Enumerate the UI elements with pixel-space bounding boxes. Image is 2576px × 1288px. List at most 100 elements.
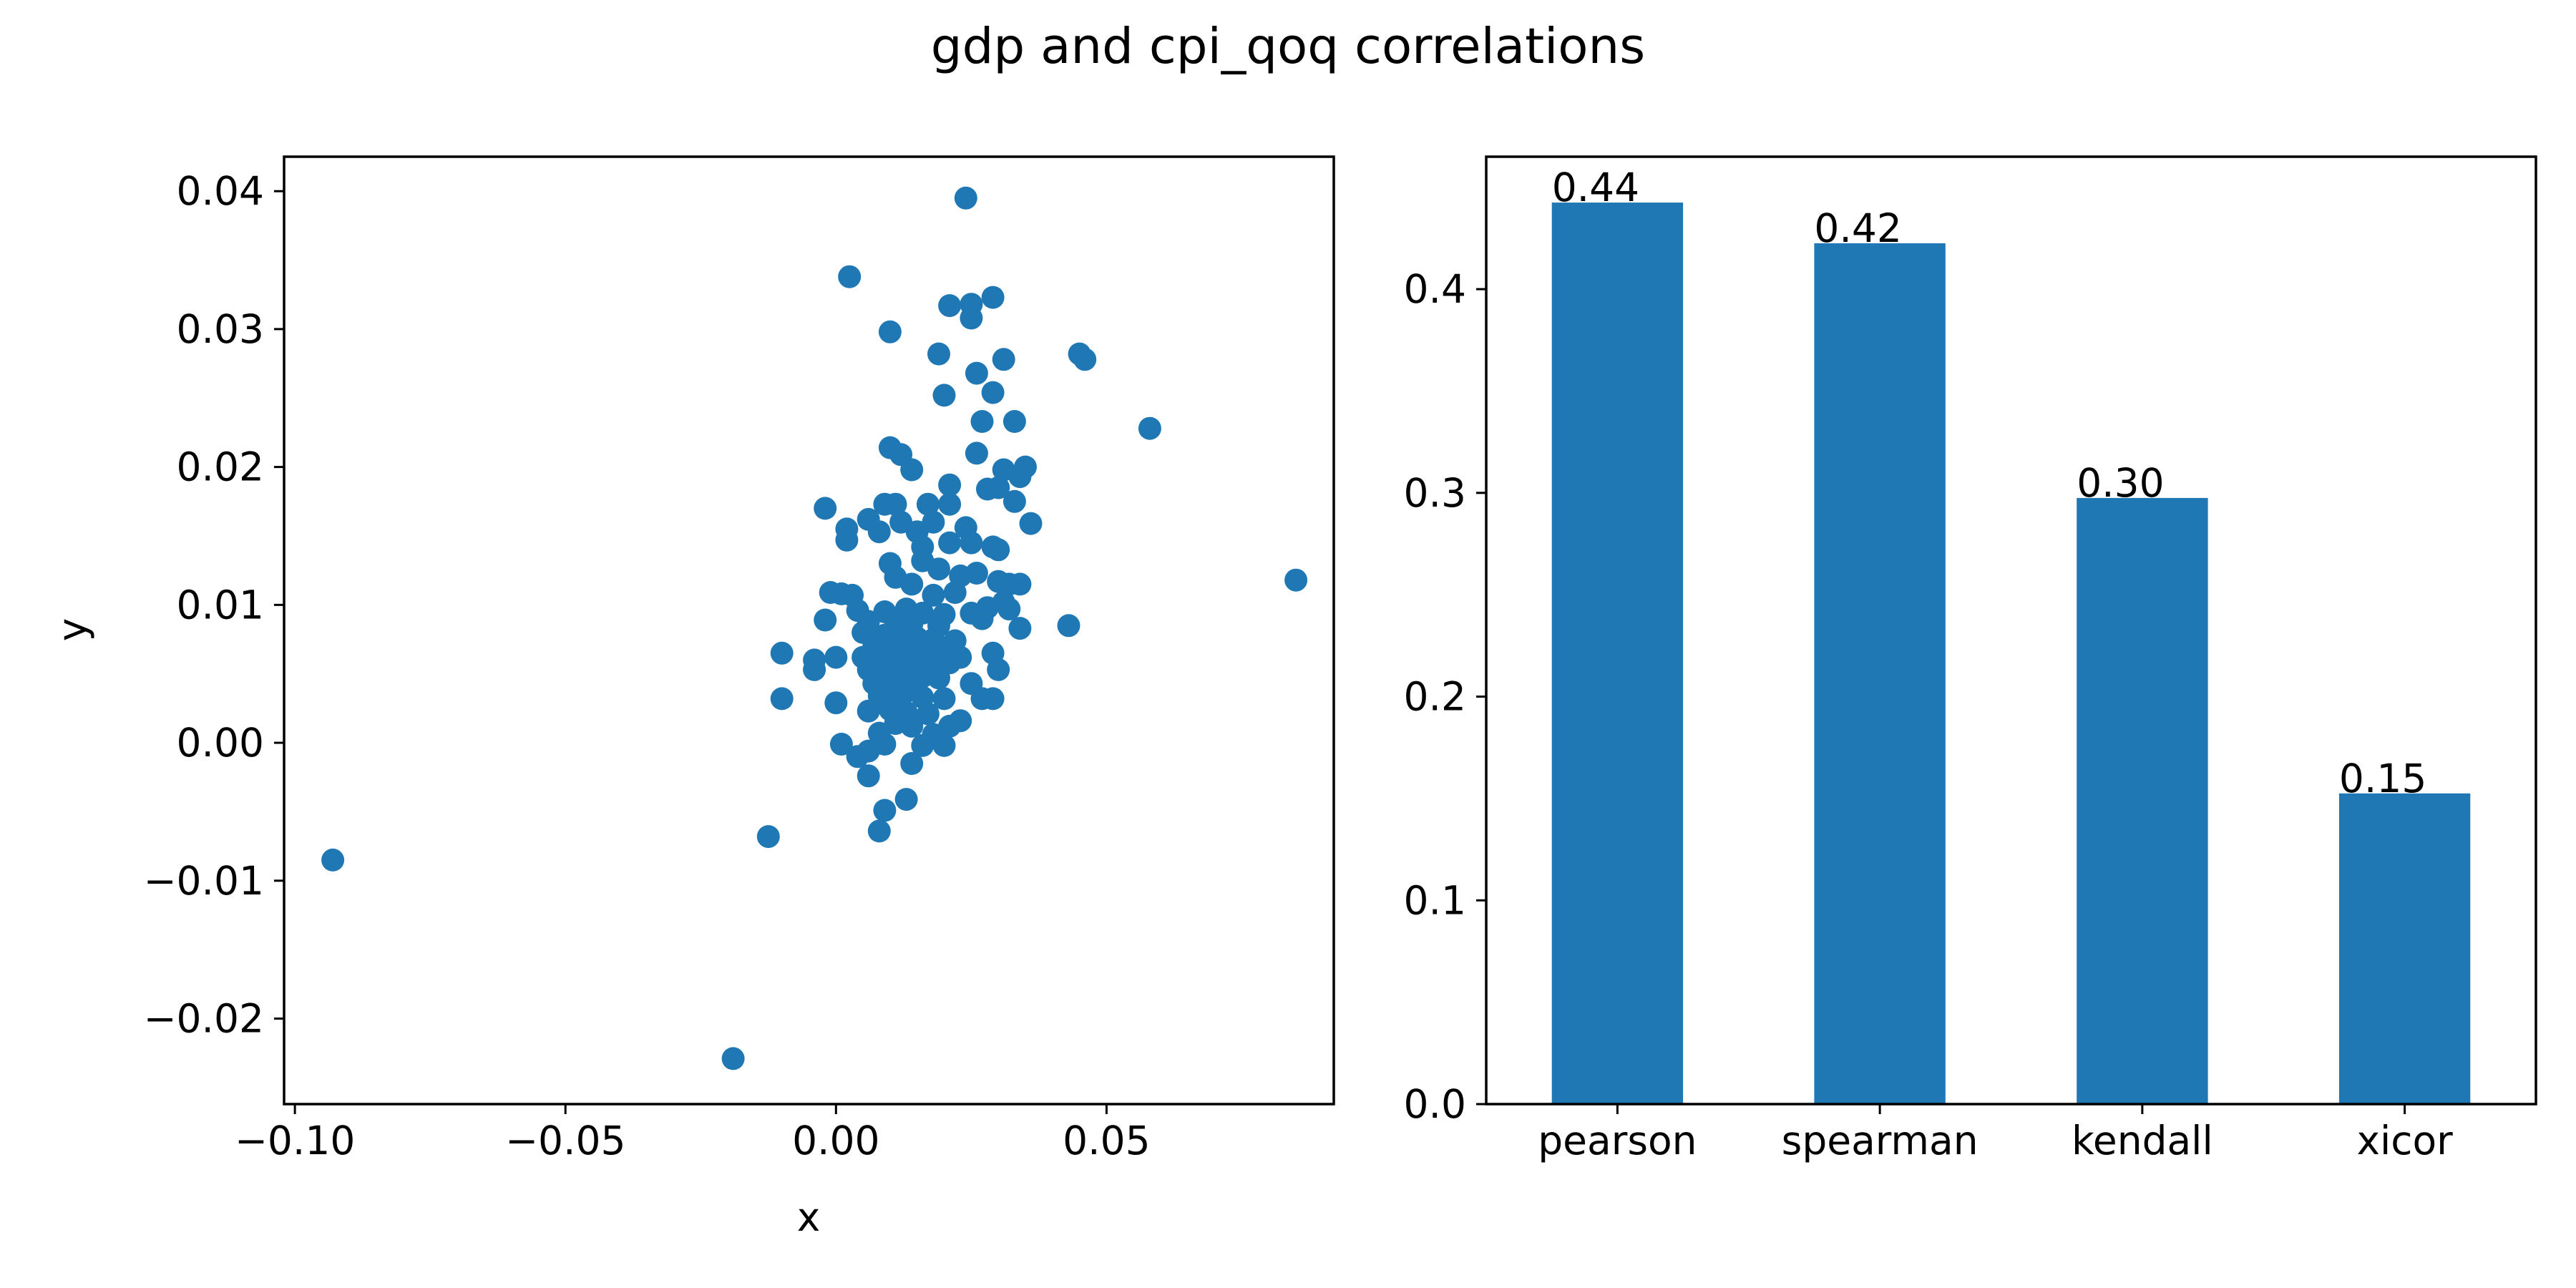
scatter-point xyxy=(857,739,880,763)
scatter-point xyxy=(981,286,1005,309)
scatter-point xyxy=(1008,617,1032,640)
bar-x-tick-label: spearman xyxy=(1782,1118,1979,1163)
bar-spearman xyxy=(1814,243,1946,1104)
bar-value-label: 0.15 xyxy=(2339,756,2426,801)
bar-xicor xyxy=(2338,793,2471,1104)
scatter-point xyxy=(987,658,1010,681)
scatter-y-tick-label: 0.03 xyxy=(177,306,264,352)
scatter-point xyxy=(965,562,988,585)
scatter-point xyxy=(981,381,1005,404)
bar-value-label: 0.44 xyxy=(1552,165,1639,210)
scatter-point xyxy=(997,597,1021,621)
scatter-point xyxy=(824,691,848,715)
scatter-point xyxy=(927,666,950,690)
scatter-point xyxy=(927,557,950,581)
scatter-point xyxy=(900,572,924,596)
scatter-x-ticks: −0.10 −0.05 0.00 0.05 xyxy=(235,1104,1151,1163)
scatter-point xyxy=(824,645,848,669)
bar-y-tick-label: 0.4 xyxy=(1404,266,1466,312)
scatter-point xyxy=(1057,614,1080,638)
bar-x-tick-label: pearson xyxy=(1538,1118,1697,1163)
scatter-frame xyxy=(283,155,1335,1106)
scatter-point xyxy=(922,583,945,607)
scatter-y-tick-label: 0.01 xyxy=(177,582,264,628)
scatter-point xyxy=(960,306,983,330)
scatter-point xyxy=(900,752,924,775)
scatter-point xyxy=(992,348,1015,371)
bar-y-tick-label: 0.1 xyxy=(1404,877,1466,923)
scatter-point xyxy=(987,570,1010,593)
scatter-point xyxy=(878,320,902,343)
scatter-y-ticks: −0.02 −0.01 0.00 0.01 0.02 0.03 0.04 xyxy=(143,168,284,1042)
bar-x-tick-label: xicor xyxy=(2356,1118,2453,1163)
bar-value-label: 0.42 xyxy=(1814,205,1901,251)
scatter-point xyxy=(756,825,780,849)
scatter-point xyxy=(938,531,962,555)
bar-y-ticks: 0.0 0.1 0.2 0.3 0.4 xyxy=(1404,266,1486,1127)
scatter-point xyxy=(873,799,897,822)
scatter-y-tick-label: 0.04 xyxy=(177,168,264,214)
scatter-x-tick-label: 0.05 xyxy=(1063,1118,1150,1163)
scatter-point xyxy=(987,538,1010,562)
scatter-point xyxy=(884,492,907,516)
bar-panel: 0.44 0.42 0.30 0.15 pearson spearman kendall x… xyxy=(1404,155,2537,1163)
scatter-point xyxy=(960,531,983,555)
scatter-point xyxy=(1019,512,1043,535)
scatter-x-tick-label: 0.00 xyxy=(792,1118,879,1163)
scatter-point xyxy=(814,608,837,632)
bar-value-label: 0.30 xyxy=(2077,460,2164,506)
scatter-point xyxy=(927,342,950,366)
scatter-x-tick-label: −0.10 xyxy=(235,1118,356,1163)
scatter-point xyxy=(1138,416,1161,440)
scatter-y-tick-label: 0.00 xyxy=(177,720,264,766)
scatter-point xyxy=(721,1047,745,1070)
scatter-point xyxy=(770,687,794,711)
scatter-point xyxy=(954,186,977,210)
scatter-point xyxy=(911,733,935,757)
bar-frame xyxy=(1485,155,2537,1106)
scatter-points xyxy=(321,186,1308,1070)
scatter-point xyxy=(803,658,826,681)
scatter-y-tick-label: 0.02 xyxy=(177,444,264,490)
scatter-point xyxy=(938,492,962,516)
scatter-point xyxy=(981,687,1005,711)
scatter-point xyxy=(829,733,853,756)
scatter-y-axis-label: y xyxy=(49,618,95,642)
scatter-point xyxy=(814,497,837,520)
bar-y-tick-label: 0.2 xyxy=(1404,674,1466,720)
scatter-point xyxy=(938,294,962,318)
bar-x-ticks: pearson spearman kendall xicor xyxy=(1538,1104,2453,1163)
bar-x-tick-label: kendall xyxy=(2072,1118,2213,1163)
scatter-panel: −0.10 −0.05 0.00 0.05 −0.02 −0.01 0.00 0.01 0.0… xyxy=(49,155,1335,1240)
scatter-x-axis-label: x xyxy=(797,1194,821,1240)
scatter-point xyxy=(938,473,962,497)
scatter-point xyxy=(867,819,891,843)
scatter-point xyxy=(1002,410,1026,433)
scatter-point xyxy=(900,458,924,482)
figure-title: gdp and cpi_qoq correlations xyxy=(931,18,1645,75)
scatter-point xyxy=(932,733,956,757)
scatter-point xyxy=(838,265,862,288)
bar-y-tick-label: 0.0 xyxy=(1404,1081,1466,1127)
scatter-point xyxy=(900,714,924,738)
scatter-point xyxy=(987,476,1010,499)
bar-data-labels: 0.44 0.42 0.30 0.15 xyxy=(1552,165,2427,801)
bar-y-tick-label: 0.3 xyxy=(1404,470,1466,516)
scatter-point xyxy=(867,520,891,544)
scatter-point xyxy=(894,788,918,811)
scatter-point xyxy=(321,848,345,872)
scatter-y-tick-label: −0.02 xyxy=(143,996,264,1042)
scatter-point xyxy=(970,607,994,630)
scatter-point xyxy=(835,528,859,552)
scatter-point xyxy=(857,699,880,723)
scatter-x-tick-label: −0.05 xyxy=(505,1118,626,1163)
scatter-point xyxy=(1284,568,1308,592)
scatter-point xyxy=(943,581,967,604)
scatter-point xyxy=(857,764,880,788)
scatter-point xyxy=(916,702,940,726)
scatter-point xyxy=(932,384,956,407)
scatter-point xyxy=(1073,348,1097,371)
scatter-point xyxy=(932,687,956,711)
scatter-point xyxy=(1008,572,1032,596)
